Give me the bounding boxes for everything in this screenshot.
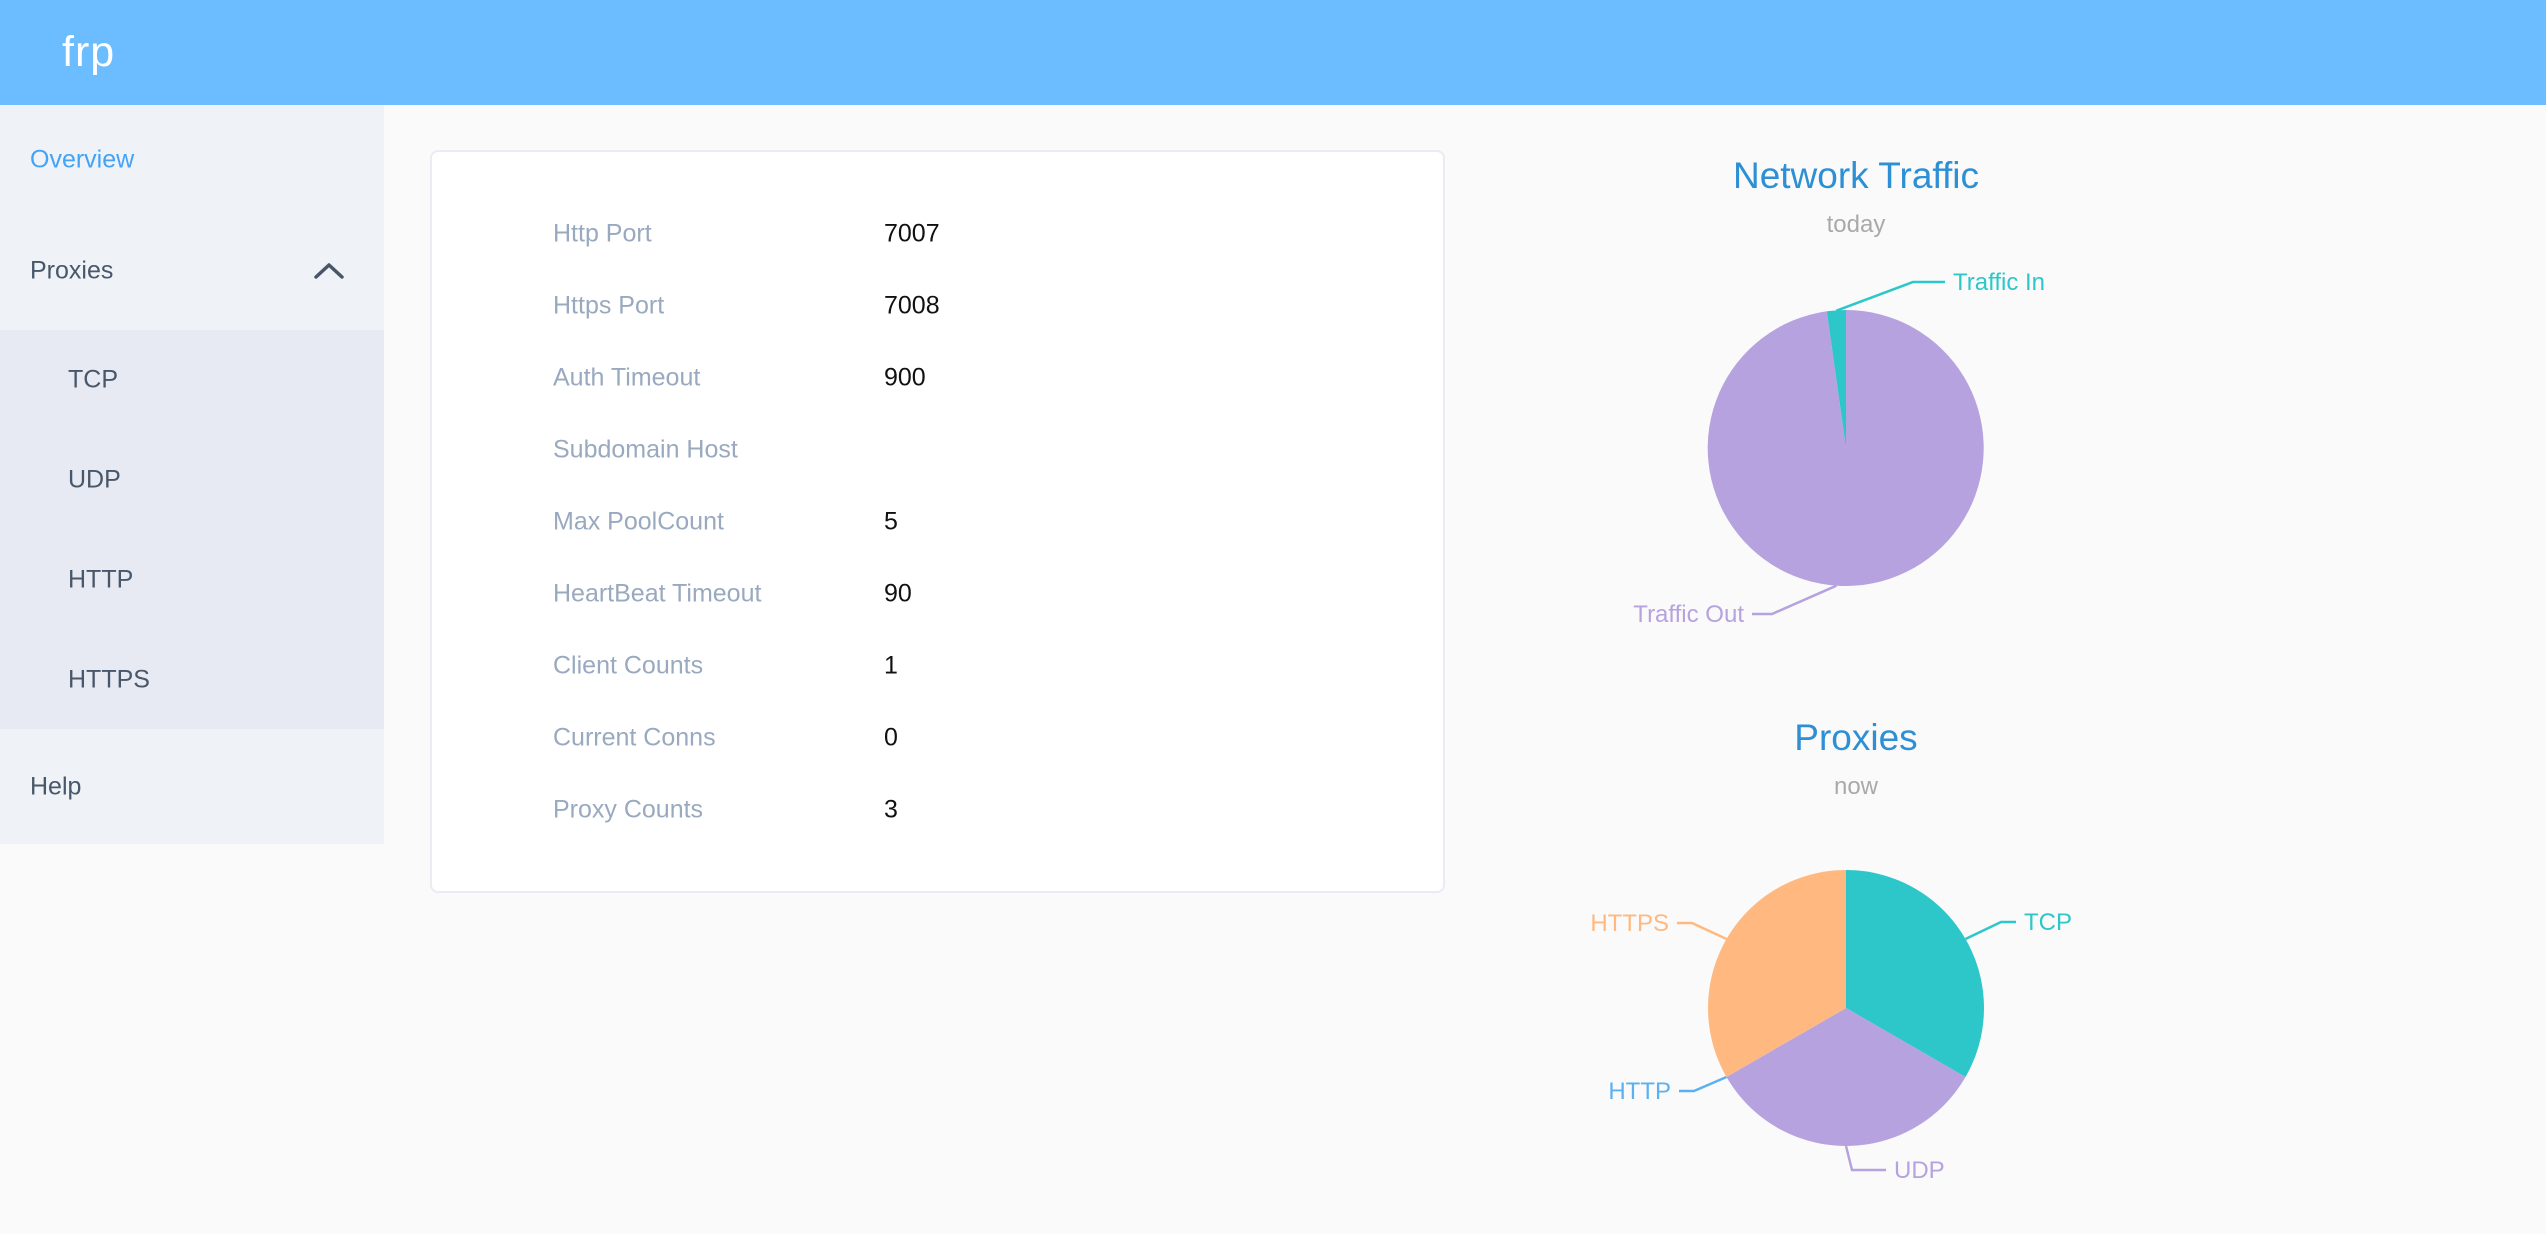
sidebar-item-help[interactable]: Help bbox=[0, 729, 384, 844]
info-value: 0 bbox=[884, 723, 898, 752]
info-value: 90 bbox=[884, 579, 912, 608]
sidebar-item-label: UDP bbox=[68, 465, 121, 494]
info-value: 7007 bbox=[884, 219, 940, 248]
info-row-https-port: Https Port 7008 bbox=[432, 270, 1443, 342]
sidebar-item-https[interactable]: HTTPS bbox=[0, 630, 384, 730]
pie-label-traffic-in: Traffic In bbox=[1953, 269, 2045, 296]
pie-slice-https[interactable] bbox=[1708, 870, 1846, 1077]
info-value: 1 bbox=[884, 651, 898, 680]
server-info-card: Http Port 7007 Https Port 7008 Auth Time… bbox=[430, 150, 1445, 893]
pie-label-http: HTTP bbox=[1608, 1078, 1671, 1105]
info-row-current-conns: Current Conns 0 bbox=[432, 702, 1443, 774]
info-label: Auth Timeout bbox=[553, 363, 701, 392]
pie-slice-traffic-out[interactable] bbox=[1707, 310, 1984, 586]
pie-label-tcp: TCP bbox=[2024, 909, 2072, 936]
proxies-pie-chart: TCP HTTPS HTTP UDP bbox=[1590, 870, 2072, 1184]
sidebar-item-label: Help bbox=[30, 772, 82, 800]
info-label: Max PoolCount bbox=[553, 507, 724, 536]
sidebar-item-label: Proxies bbox=[30, 256, 114, 285]
info-label: HeartBeat Timeout bbox=[553, 579, 762, 608]
sidebar-item-tcp[interactable]: TCP bbox=[0, 330, 384, 430]
network-traffic-title: Network Traffic bbox=[1732, 155, 1980, 196]
proxies-submenu: TCP UDP HTTP HTTPS bbox=[0, 330, 384, 729]
info-row-subdomain-host: Subdomain Host bbox=[432, 414, 1443, 486]
label-line-https bbox=[1677, 921, 1728, 941]
info-label: Proxy Counts bbox=[553, 795, 704, 824]
label-line-traffic-in bbox=[1835, 280, 1945, 312]
proxies-chart-subtitle: now bbox=[1833, 773, 1879, 800]
chevron-up-icon bbox=[314, 263, 344, 279]
pie-slice-tcp[interactable] bbox=[1846, 870, 1984, 1077]
network-traffic-subtitle: today bbox=[1826, 211, 1886, 238]
info-row-max-poolcount: Max PoolCount 5 bbox=[432, 486, 1443, 558]
sidebar-item-proxies[interactable]: Proxies bbox=[0, 215, 384, 327]
info-row-http-port: Http Port 7007 bbox=[432, 198, 1443, 270]
pie-slice-traffic-in[interactable] bbox=[1826, 309, 1846, 448]
info-label: Current Conns bbox=[553, 723, 716, 752]
pie-label-https: HTTPS bbox=[1590, 910, 1669, 937]
sidebar-item-udp[interactable]: UDP bbox=[0, 430, 384, 530]
info-row-heartbeat-timeout: HeartBeat Timeout 90 bbox=[432, 558, 1443, 630]
info-value: 900 bbox=[884, 363, 926, 392]
proxies-chart-title: Proxies bbox=[1794, 717, 1918, 758]
label-line-udp bbox=[1844, 1145, 1886, 1172]
network-traffic-pie-chart: Traffic In Traffic Out bbox=[1633, 269, 2045, 628]
info-label: Http Port bbox=[553, 219, 652, 248]
info-value: 3 bbox=[884, 795, 898, 824]
label-line-tcp bbox=[1964, 920, 2016, 941]
sidebar-item-label: HTTP bbox=[68, 565, 134, 594]
info-row-client-counts: Client Counts 1 bbox=[432, 630, 1443, 702]
info-label: Https Port bbox=[553, 291, 665, 320]
pie-label-udp: UDP bbox=[1894, 1157, 1945, 1184]
info-label: Subdomain Host bbox=[553, 435, 738, 464]
sidebar-item-label: TCP bbox=[68, 365, 118, 394]
label-line-http bbox=[1679, 1075, 1727, 1093]
info-label: Client Counts bbox=[553, 651, 704, 680]
sidebar-item-label: HTTPS bbox=[68, 665, 150, 694]
info-value: 7008 bbox=[884, 291, 940, 320]
sidebar: Overview Proxies TCP UDP HTTP HTTPS Help bbox=[0, 105, 384, 844]
pie-slice-udp[interactable] bbox=[1726, 1008, 1966, 1146]
sidebar-item-overview[interactable]: Overview bbox=[0, 105, 384, 215]
pie-label-traffic-out: Traffic Out bbox=[1633, 601, 1744, 628]
sidebar-item-http[interactable]: HTTP bbox=[0, 530, 384, 630]
label-line-traffic-out bbox=[1752, 584, 1837, 616]
info-row-proxy-counts: Proxy Counts 3 bbox=[432, 774, 1443, 846]
app-header: frp bbox=[0, 0, 2546, 105]
sidebar-item-label: Overview bbox=[30, 145, 135, 174]
info-row-auth-timeout: Auth Timeout 900 bbox=[432, 342, 1443, 414]
app-logo: frp bbox=[62, 28, 116, 76]
info-value: 5 bbox=[884, 507, 898, 536]
